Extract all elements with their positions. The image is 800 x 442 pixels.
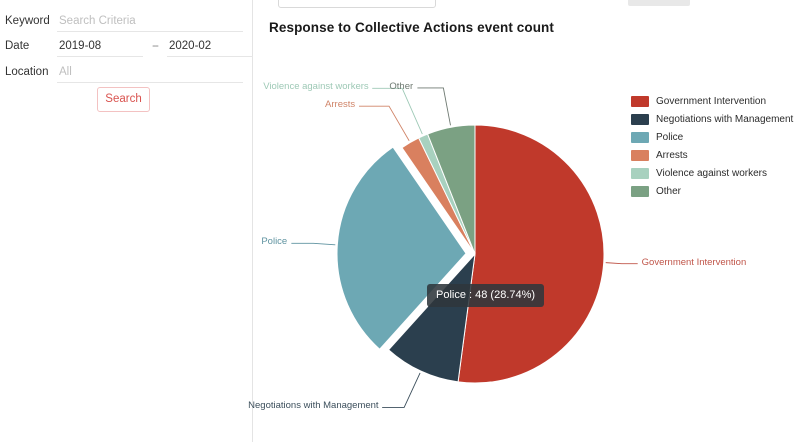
pie-label-arrests: Arrests bbox=[325, 99, 356, 111]
keyword-input[interactable] bbox=[57, 10, 243, 32]
pie-label-other: Other bbox=[389, 80, 414, 92]
legend-swatch-icon bbox=[631, 131, 649, 143]
pie-slice[interactable] bbox=[426, 124, 476, 255]
pie-label-government-intervention: Government Intervention bbox=[641, 256, 747, 268]
pie-leader-line bbox=[417, 87, 451, 126]
legend-item-label: Other bbox=[656, 185, 682, 197]
pie-leader-line bbox=[372, 87, 423, 135]
partial-text-input-top[interactable] bbox=[278, 0, 436, 8]
legend-swatch-icon bbox=[631, 95, 649, 107]
legend-item-label: Police bbox=[656, 131, 684, 143]
pie-leader-line bbox=[382, 372, 421, 408]
legend-item[interactable]: Negotiations with Management bbox=[631, 110, 799, 128]
legend-item-label: Violence against workers bbox=[656, 167, 767, 179]
chart-tooltip: Police : 48 (28.74%) bbox=[427, 284, 545, 307]
pie-slice[interactable] bbox=[336, 146, 467, 350]
pie-leader-line bbox=[291, 242, 336, 246]
keyword-label: Keyword bbox=[5, 15, 50, 27]
legend-item-label: Government Intervention bbox=[656, 95, 767, 107]
legend-item[interactable]: Arrests bbox=[631, 146, 799, 164]
legend-item[interactable]: Police bbox=[631, 128, 799, 146]
location-label: Location bbox=[5, 66, 49, 78]
partial-button-top-right[interactable] bbox=[628, 0, 690, 6]
legend-item[interactable]: Government Intervention bbox=[631, 92, 799, 110]
location-input[interactable] bbox=[57, 61, 243, 83]
search-button[interactable]: Search bbox=[97, 87, 150, 112]
pie-label-negotiations-with-management: Negotiations with Management bbox=[248, 400, 379, 412]
keyword-row: Keyword bbox=[5, 8, 243, 34]
legend-item[interactable]: Other bbox=[631, 182, 799, 200]
legend-item-label: Arrests bbox=[656, 149, 688, 161]
pie-slices[interactable] bbox=[336, 124, 605, 384]
chart-title: Response to Collective Actions event cou… bbox=[269, 20, 555, 35]
location-row: Location bbox=[5, 59, 243, 85]
legend-swatch-icon bbox=[631, 113, 649, 125]
date-separator: -- bbox=[152, 40, 159, 52]
date-end-input[interactable] bbox=[167, 35, 253, 57]
pie-leader-line bbox=[359, 105, 410, 141]
legend-swatch-icon bbox=[631, 185, 649, 197]
search-panel: Keyword Date -- Location Search bbox=[0, 0, 253, 442]
pie-slice[interactable] bbox=[457, 124, 605, 384]
date-start-input[interactable] bbox=[57, 35, 143, 57]
legend-item-label: Negotiations with Management bbox=[656, 113, 794, 125]
pie-leader-lines bbox=[291, 87, 638, 408]
pie-label-police: Police bbox=[261, 236, 288, 248]
legend-swatch-icon bbox=[631, 149, 649, 161]
pie-chart[interactable] bbox=[254, 0, 800, 442]
chart-panel: Response to Collective Actions event cou… bbox=[248, 0, 800, 442]
pie-leader-line bbox=[605, 262, 638, 265]
legend-item[interactable]: Violence against workers bbox=[631, 164, 799, 182]
date-label: Date bbox=[5, 40, 30, 52]
pie-label-violence-against-workers: Violence against workers bbox=[263, 81, 369, 93]
chart-legend: Government Intervention Negotiations with… bbox=[631, 92, 799, 200]
top-partial-widgets bbox=[0, 0, 800, 10]
legend-swatch-icon bbox=[631, 167, 649, 179]
date-row: Date -- bbox=[5, 33, 253, 59]
